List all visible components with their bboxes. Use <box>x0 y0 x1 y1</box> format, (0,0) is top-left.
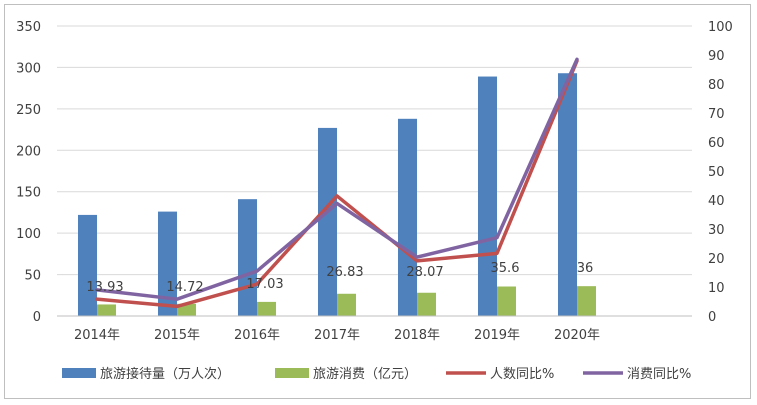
chart-frame <box>4 4 751 399</box>
bar-consumption <box>97 304 116 316</box>
legend-item-visitors: 旅游接待量（万人次） <box>62 366 230 382</box>
bar-consumption <box>337 293 356 316</box>
legend-label: 旅游接待量（万人次） <box>100 366 230 382</box>
y-right-tick-label: 60 <box>708 136 725 151</box>
bar-visitors <box>558 73 577 316</box>
bar-consumption <box>577 286 596 316</box>
legend-swatch <box>275 368 309 378</box>
data-label: 17.03 <box>246 277 283 292</box>
y-right-tick-label: 80 <box>708 78 725 93</box>
x-tick-label: 2017年 <box>314 328 360 343</box>
y-left-tick-label: 50 <box>24 269 41 284</box>
y-right-tick-label: 20 <box>708 252 725 267</box>
legend-item-visitors-yoy: 人数同比% <box>446 367 554 382</box>
bar-consumption <box>257 301 276 316</box>
legend-item-consumption: 旅游消费（亿元） <box>275 367 417 382</box>
y-right-tick-label: 10 <box>708 281 725 296</box>
y-right-tick-label: 30 <box>708 223 725 238</box>
line-visitors-yoy <box>95 59 579 309</box>
bar-visitors <box>318 127 337 317</box>
legend-label: 旅游消费（亿元） <box>313 367 417 382</box>
data-label: 26.83 <box>326 265 363 280</box>
bar-visitors <box>398 118 417 316</box>
legend-label: 人数同比% <box>490 367 554 382</box>
x-tick-label: 2015年 <box>154 328 200 343</box>
legend-item-consumption-yoy: 消费同比% <box>583 367 691 382</box>
lines-group <box>95 57 579 309</box>
y-right-tick-label: 0 <box>708 310 716 325</box>
bar-visitors <box>158 211 177 316</box>
axes-group: 0 50 100 150 200 250 300 350 0 10 20 30 40 50 60 70 80 90… <box>16 20 733 343</box>
data-label: 36 <box>577 261 594 276</box>
x-tick-label: 2016年 <box>234 328 280 343</box>
legend-label: 消费同比% <box>627 367 691 382</box>
y-left-tick-label: 300 <box>16 61 41 76</box>
y-left-tick-label: 350 <box>16 20 41 35</box>
y-right-tick-label: 40 <box>708 194 725 209</box>
data-label: 28.07 <box>406 265 443 280</box>
y-right-tick-label: 100 <box>708 20 733 35</box>
bars-group <box>78 73 596 317</box>
y-left-tick-label: 150 <box>16 186 41 201</box>
y-right-tick-label: 90 <box>708 49 725 64</box>
line-consumption-yoy <box>95 57 579 301</box>
y-right-tick-label: 50 <box>708 165 725 180</box>
bar-visitors <box>478 76 497 317</box>
x-tick-label: 2014年 <box>74 328 120 343</box>
bar-visitors <box>78 214 97 316</box>
legend: 旅游接待量（万人次） 旅游消费（亿元） 人数同比% 消费同比% <box>62 366 691 382</box>
y-left-tick-label: 250 <box>16 103 41 118</box>
bar-consumption <box>417 292 436 316</box>
data-label: 35.6 <box>491 261 520 276</box>
x-tick-label: 2019年 <box>474 328 520 343</box>
data-labels: 13.93 14.72 17.03 26.83 28.07 35.6 36 <box>86 261 593 295</box>
bar-visitors <box>238 199 257 316</box>
y-right-tick-label: 70 <box>708 107 725 122</box>
y-left-tick-label: 0 <box>33 310 41 325</box>
bar-consumption <box>497 286 516 316</box>
x-tick-label: 2018年 <box>394 328 440 343</box>
y-left-tick-label: 100 <box>16 227 41 242</box>
x-tick-label: 2020年 <box>554 328 600 343</box>
data-label: 14.72 <box>166 280 203 295</box>
y-left-tick-label: 200 <box>16 144 41 159</box>
gridlines <box>57 25 692 276</box>
legend-swatch <box>62 368 96 378</box>
data-label: 13.93 <box>86 280 123 295</box>
